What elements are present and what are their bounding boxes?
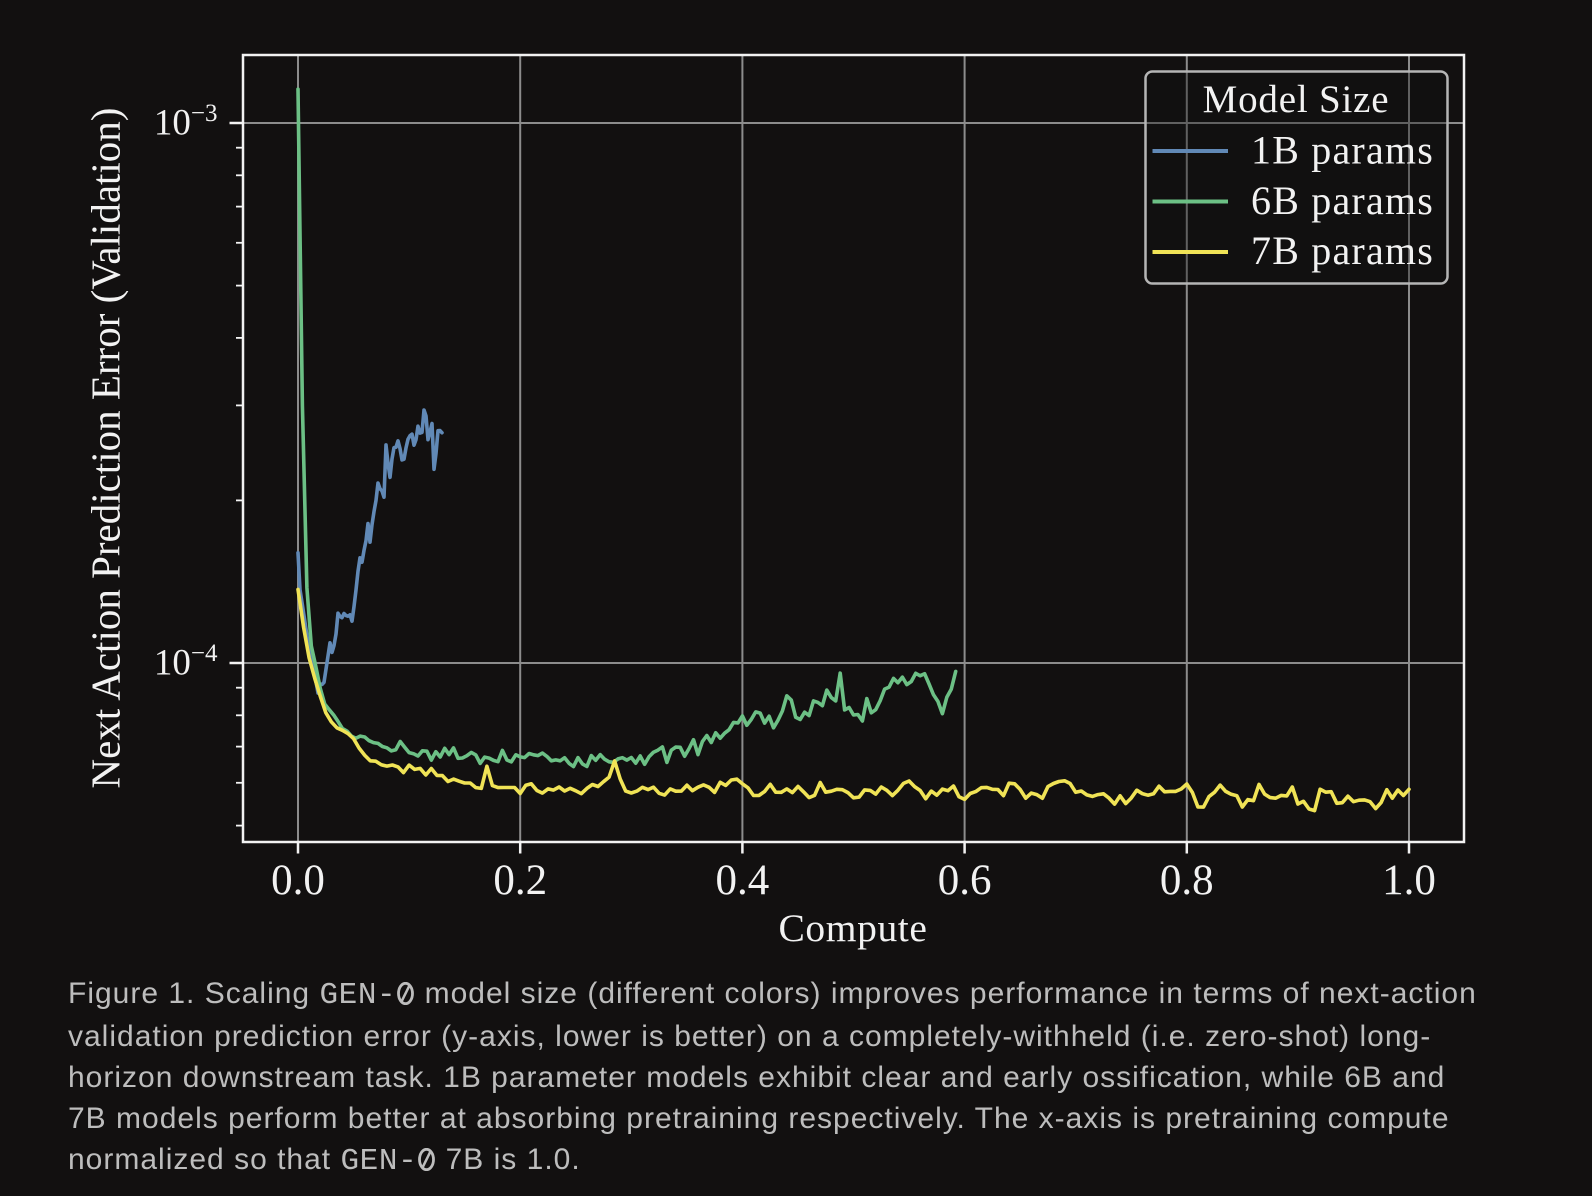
svg-text:0.2: 0.2: [493, 857, 547, 904]
svg-text:0.4: 0.4: [716, 857, 770, 904]
svg-text:Model Size: Model Size: [1203, 78, 1390, 121]
svg-text:Compute: Compute: [778, 906, 927, 950]
svg-text:6B params: 6B params: [1251, 178, 1434, 223]
svg-text:10−3: 10−3: [154, 100, 218, 144]
svg-text:1B params: 1B params: [1251, 128, 1434, 173]
svg-text:0.6: 0.6: [938, 857, 992, 904]
svg-text:7B params: 7B params: [1251, 228, 1434, 273]
svg-text:0.8: 0.8: [1160, 857, 1214, 904]
svg-text:Next Action Prediction Error (: Next Action Prediction Error (Validation…: [83, 108, 129, 789]
svg-text:1.0: 1.0: [1382, 857, 1436, 904]
svg-text:0.0: 0.0: [271, 857, 325, 904]
